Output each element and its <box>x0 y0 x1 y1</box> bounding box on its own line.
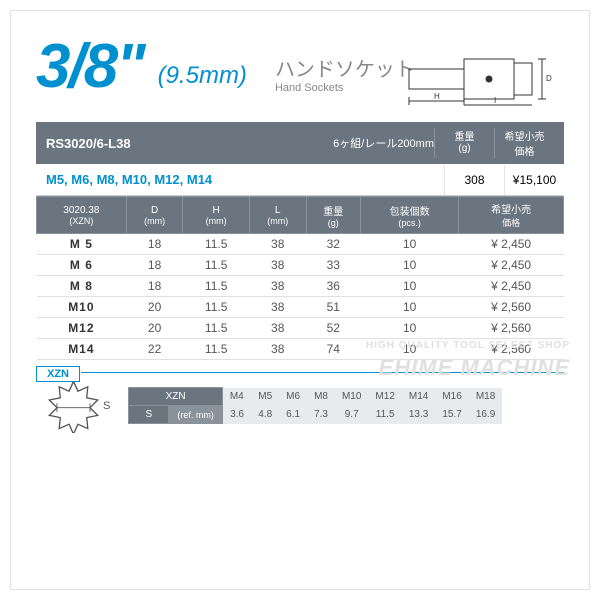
xzn-reference: XZN S XZN M4M5M6M8M10M12M14M16M18 S (ref… <box>36 378 564 433</box>
set-weight: 308 <box>444 165 504 195</box>
set-row: M5, M6, M8, M10, M12, M14 308 ¥15,100 <box>36 164 564 196</box>
ref-h1: XZN <box>129 388 223 406</box>
table-row: M102011.5385110¥ 2,560 <box>37 297 564 318</box>
set-sizes: M5, M6, M8, M10, M12, M14 <box>36 164 444 195</box>
drive-mm: (9.5mm) <box>158 62 247 102</box>
th-pcs: 包装個数(pcs.) <box>361 197 459 234</box>
svg-text:D: D <box>546 74 552 83</box>
set-price: ¥15,100 <box>504 165 564 195</box>
table-row: M122011.5385210¥ 2,560 <box>37 318 564 339</box>
svg-text:H: H <box>434 92 440 101</box>
watermark-line1: HIGH QUALITY TOOL SELECT SHOP <box>366 340 570 351</box>
subtitle-en: Hand Sockets <box>275 82 415 94</box>
product-code: RS3020/6-L38 <box>46 136 333 151</box>
specs-table: 3020.38(XZN) D(mm) H(mm) L(mm) 重量(g) 包装個… <box>36 196 564 360</box>
ref-h2: S <box>129 406 169 424</box>
th-weight: 重量(g) <box>306 197 361 234</box>
xzn-label: XZN <box>36 366 80 382</box>
th-price: 希望小売価格 <box>459 197 564 234</box>
table-row: M 51811.5383210¥ 2,450 <box>37 234 564 255</box>
s-label: S <box>103 400 110 412</box>
th-h: H(mm) <box>183 197 249 234</box>
subtitle: ハンドソケット Hand Sockets <box>275 53 415 102</box>
xzn-star-icon <box>46 378 101 433</box>
subtitle-jp: ハンドソケット <box>275 53 415 82</box>
socket-diagram: H I D <box>404 49 554 109</box>
th-model: 3020.38(XZN) <box>37 197 127 234</box>
xzn-ref-table: XZN M4M5M6M8M10M12M14M16M18 S (ref. mm) … <box>128 387 502 424</box>
table-row: M 61811.5383310¥ 2,450 <box>37 255 564 276</box>
col-weight: 重量 (g) <box>434 128 494 158</box>
set-header: RS3020/6-L38 6ヶ組/レール200mm 重量 (g) 希望小売 価格 <box>36 122 564 164</box>
th-l: L(mm) <box>249 197 306 234</box>
ref-h2b: (ref. mm) <box>169 406 223 424</box>
watermark-line2: EHIME MACHINE <box>379 355 570 381</box>
set-desc: 6ヶ組/レール200mm <box>333 135 434 151</box>
svg-text:I: I <box>494 96 496 105</box>
th-d: D(mm) <box>126 197 183 234</box>
table-row: M 81811.5383610¥ 2,450 <box>37 276 564 297</box>
col-price: 希望小売 価格 <box>494 128 554 158</box>
drive-size: 3/8" <box>36 31 144 102</box>
